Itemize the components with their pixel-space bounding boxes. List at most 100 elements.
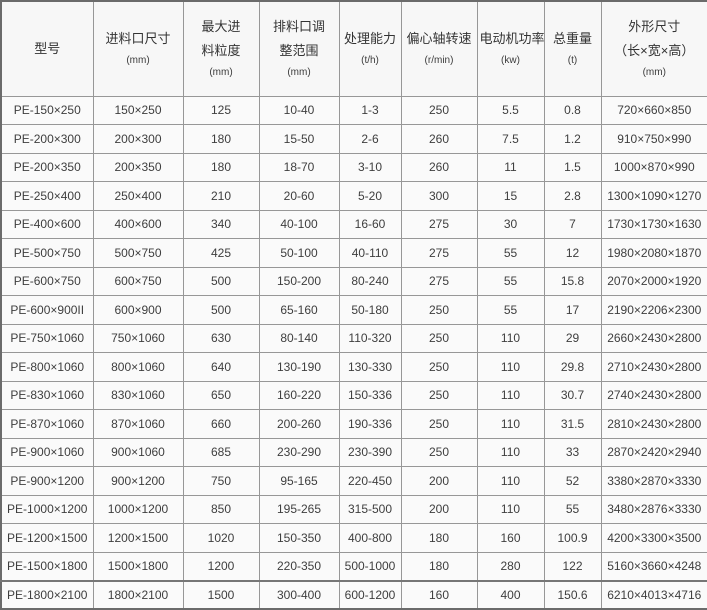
col-header-eccentric-speed: 偏心轴转速 (r/min) bbox=[400, 0, 478, 97]
cell: PE-1200×1500 bbox=[0, 523, 94, 553]
cell: 500 bbox=[182, 295, 260, 325]
header-unit: (t) bbox=[567, 54, 578, 66]
cell: 160 bbox=[400, 579, 478, 610]
cell: 850 bbox=[182, 494, 260, 524]
cell: 200×350 bbox=[92, 152, 184, 182]
header-label: 进料口尺寸 bbox=[105, 30, 171, 46]
cell: 900×1200 bbox=[92, 466, 184, 496]
cell: 1200 bbox=[182, 551, 260, 581]
table-row: PE-200×300 200×300 180 15-50 2-6 260 7.5 1.2 910… bbox=[0, 124, 707, 154]
table-row: PE-200×350 200×350 180 18-70 3-10 260 11 1.5 100… bbox=[0, 152, 707, 182]
cell: 0.8 bbox=[543, 95, 602, 125]
col-header-max-feed-size: 最大进 料粒度 (mm) bbox=[182, 0, 260, 97]
cell: 95-165 bbox=[258, 466, 340, 496]
cell: 40-110 bbox=[338, 238, 402, 268]
cell: 1500×1800 bbox=[92, 551, 184, 581]
cell: 7 bbox=[543, 209, 602, 239]
cell: 300-400 bbox=[258, 579, 340, 610]
cell: 600-1200 bbox=[338, 579, 402, 610]
cell: 180 bbox=[400, 551, 478, 581]
cell: 260 bbox=[400, 152, 478, 182]
col-header-discharge-range: 排料口调 整范围 (mm) bbox=[258, 0, 340, 97]
cell: 5-20 bbox=[338, 181, 402, 211]
cell: 250 bbox=[400, 437, 478, 467]
table-row: PE-150×250 150×250 125 10-40 1-3 250 5.5 0.8 720… bbox=[0, 95, 707, 125]
cell: 15.8 bbox=[543, 266, 602, 296]
cell: 910×750×990 bbox=[600, 124, 707, 154]
cell: 110-320 bbox=[338, 323, 402, 353]
cell: 500 bbox=[182, 266, 260, 296]
cell: 150.6 bbox=[543, 579, 602, 610]
cell: 1-3 bbox=[338, 95, 402, 125]
cell: PE-400×600 bbox=[0, 209, 94, 239]
cell: 870×1060 bbox=[92, 409, 184, 439]
cell: 1020 bbox=[182, 523, 260, 553]
cell: 2190×2206×2300 bbox=[600, 295, 707, 325]
cell: 2710×2430×2800 bbox=[600, 352, 707, 382]
cell: 33 bbox=[543, 437, 602, 467]
cell: 20-60 bbox=[258, 181, 340, 211]
cell: 31.5 bbox=[543, 409, 602, 439]
header-unit: (mm) bbox=[642, 66, 666, 78]
cell: 1500 bbox=[182, 579, 260, 610]
header-label: 排料口调 bbox=[272, 18, 325, 34]
cell: 1980×2080×1870 bbox=[600, 238, 707, 268]
cell: 150-336 bbox=[338, 380, 402, 410]
cell: 110 bbox=[476, 466, 545, 496]
cell: 2.8 bbox=[543, 181, 602, 211]
table-row: PE-500×750 500×750 425 50-100 40-110 275 55 12 1… bbox=[0, 238, 707, 268]
cell: 29 bbox=[543, 323, 602, 353]
cell: 110 bbox=[476, 409, 545, 439]
header-label: 整范围 bbox=[279, 42, 319, 58]
cell: 275 bbox=[400, 238, 478, 268]
cell: 250×400 bbox=[92, 181, 184, 211]
table-row: PE-830×1060 830×1060 650 160-220 150-336 250 1… bbox=[0, 380, 707, 410]
cell: 1.5 bbox=[543, 152, 602, 182]
cell: 250 bbox=[400, 409, 478, 439]
cell: PE-870×1060 bbox=[0, 409, 94, 439]
cell: 500×750 bbox=[92, 238, 184, 268]
col-header-motor-power: 电动机功率 (kw) bbox=[476, 0, 545, 97]
cell: 110 bbox=[476, 437, 545, 467]
cell: PE-750×1060 bbox=[0, 323, 94, 353]
cell: 180 bbox=[400, 523, 478, 553]
cell: PE-250×400 bbox=[0, 181, 94, 211]
header-label: （长×宽×高） bbox=[614, 42, 695, 58]
cell: 660 bbox=[182, 409, 260, 439]
cell: 5.5 bbox=[476, 95, 545, 125]
cell: PE-830×1060 bbox=[0, 380, 94, 410]
cell: 200×300 bbox=[92, 124, 184, 154]
cell: 640 bbox=[182, 352, 260, 382]
cell: 250 bbox=[400, 352, 478, 382]
cell: 250 bbox=[400, 380, 478, 410]
cell: 29.8 bbox=[543, 352, 602, 382]
cell: 1800×2100 bbox=[92, 579, 184, 610]
cell: 2070×2000×1920 bbox=[600, 266, 707, 296]
cell: PE-900×1060 bbox=[0, 437, 94, 467]
table-header: 型号 进料口尺寸 (mm) 最大进 料粒度 (mm) 排料口调 整范围 (mm)… bbox=[0, 0, 707, 97]
cell: 3-10 bbox=[338, 152, 402, 182]
cell: 130-190 bbox=[258, 352, 340, 382]
cell: 750×1060 bbox=[92, 323, 184, 353]
cell: PE-1800×2100 bbox=[0, 579, 94, 610]
cell: 16-60 bbox=[338, 209, 402, 239]
cell: 200-260 bbox=[258, 409, 340, 439]
cell: 275 bbox=[400, 266, 478, 296]
cell: 230-390 bbox=[338, 437, 402, 467]
cell: 600×900 bbox=[92, 295, 184, 325]
cell: 750 bbox=[182, 466, 260, 496]
cell: 685 bbox=[182, 437, 260, 467]
cell: 160 bbox=[476, 523, 545, 553]
cell: 400×600 bbox=[92, 209, 184, 239]
cell: 4200×3300×3500 bbox=[600, 523, 707, 553]
table-body: PE-150×250 150×250 125 10-40 1-3 250 5.5 0.8 720… bbox=[0, 95, 707, 610]
cell: 80-140 bbox=[258, 323, 340, 353]
cell: 1000×1200 bbox=[92, 494, 184, 524]
cell: 500-1000 bbox=[338, 551, 402, 581]
cell: PE-200×300 bbox=[0, 124, 94, 154]
cell: 80-240 bbox=[338, 266, 402, 296]
cell: 55 bbox=[476, 238, 545, 268]
cell: PE-150×250 bbox=[0, 95, 94, 125]
cell: 250 bbox=[400, 295, 478, 325]
cell: 180 bbox=[182, 124, 260, 154]
